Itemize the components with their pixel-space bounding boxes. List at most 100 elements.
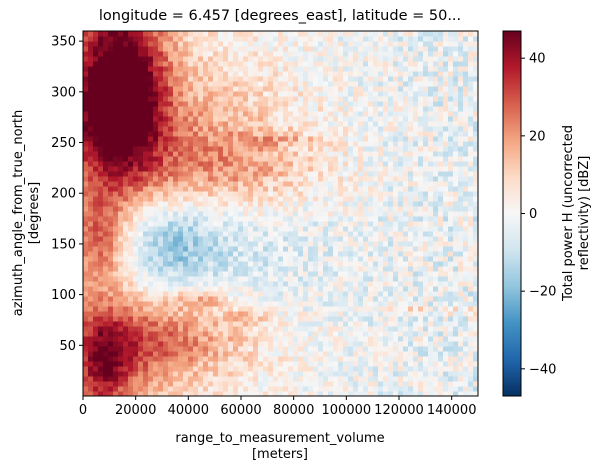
heatmap-cell [383, 96, 389, 102]
heatmap-cell [153, 256, 159, 262]
heatmap-cell [338, 381, 344, 387]
heatmap-cell [393, 261, 399, 267]
heatmap-cell [368, 126, 374, 132]
heatmap-cell [233, 156, 239, 162]
heatmap-cell [253, 126, 259, 132]
heatmap-cell [458, 381, 464, 387]
heatmap-cell [208, 81, 214, 87]
heatmap-cell [188, 281, 194, 287]
heatmap-cell [93, 341, 99, 347]
heatmap-cell [373, 231, 379, 237]
heatmap-cell [193, 241, 199, 247]
heatmap-cell [128, 176, 134, 182]
heatmap-cell [378, 91, 384, 97]
heatmap-cell [318, 146, 324, 152]
heatmap-cell [418, 266, 424, 272]
heatmap-cell [303, 191, 309, 197]
heatmap-cell [183, 231, 189, 237]
heatmap-cell [363, 261, 369, 267]
heatmap-cell [213, 366, 219, 372]
heatmap-cell [123, 276, 129, 282]
heatmap-cell [118, 351, 124, 357]
heatmap-cell [333, 346, 339, 352]
heatmap-cell [468, 126, 474, 132]
heatmap-cell [383, 366, 389, 372]
heatmap-cell [178, 171, 184, 177]
heatmap-cell [313, 201, 319, 207]
heatmap-cell [293, 151, 299, 157]
heatmap-cell [158, 226, 164, 232]
heatmap-cell [318, 381, 324, 387]
heatmap-cell [278, 216, 284, 222]
heatmap-cell [348, 301, 354, 307]
heatmap-cell [193, 131, 199, 137]
heatmap-cell [338, 301, 344, 307]
heatmap-cell [323, 336, 329, 342]
heatmap-cell [113, 341, 119, 347]
heatmap-cell [198, 351, 204, 357]
heatmap-cell [363, 136, 369, 142]
heatmap-cell [113, 261, 119, 267]
heatmap-cell [198, 151, 204, 157]
heatmap-cell [343, 271, 349, 277]
heatmap-cell [213, 321, 219, 327]
heatmap-cell [118, 271, 124, 277]
heatmap-cell [338, 136, 344, 142]
heatmap-cell [373, 131, 379, 137]
heatmap-cell [318, 331, 324, 337]
heatmap-cell [243, 136, 249, 142]
heatmap-cell [443, 226, 449, 232]
heatmap-cell [413, 191, 419, 197]
heatmap-cell [358, 306, 364, 312]
heatmap-cell [183, 181, 189, 187]
heatmap-cell [433, 136, 439, 142]
heatmap-cell [283, 296, 289, 302]
heatmap-cell [193, 286, 199, 292]
heatmap-cell [203, 261, 209, 267]
heatmap-cell [178, 151, 184, 157]
heatmap-cell [418, 286, 424, 292]
heatmap-cell [308, 211, 314, 217]
heatmap-cell [108, 136, 114, 142]
heatmap-cell [433, 226, 439, 232]
heatmap-cell [398, 291, 404, 297]
heatmap-cell [148, 96, 154, 102]
heatmap-cell [368, 191, 374, 197]
heatmap-cell [188, 106, 194, 112]
heatmap-cell [263, 246, 269, 252]
heatmap-cell [213, 201, 219, 207]
heatmap-cell [93, 306, 99, 312]
heatmap-cell [88, 361, 94, 367]
heatmap-cell [458, 311, 464, 317]
heatmap-cell [258, 376, 264, 382]
heatmap-cell [428, 306, 434, 312]
heatmap-cell [388, 351, 394, 357]
heatmap-cell [393, 221, 399, 227]
heatmap-cell [473, 116, 478, 122]
heatmap-cell [448, 236, 454, 242]
heatmap-cell [213, 216, 219, 222]
heatmap-cell [428, 181, 434, 187]
heatmap-cell [333, 211, 339, 217]
heatmap-cell [208, 236, 214, 242]
heatmap-cell [188, 386, 194, 392]
heatmap-cell [328, 301, 334, 307]
heatmap-cell [228, 196, 234, 202]
heatmap-cell [223, 326, 229, 332]
heatmap-cell [268, 386, 274, 392]
heatmap-cell [468, 371, 474, 377]
heatmap-cell [348, 221, 354, 227]
heatmap-cell [283, 91, 289, 97]
heatmap-cell [158, 356, 164, 362]
heatmap-cell [88, 181, 94, 187]
heatmap-cell [423, 136, 429, 142]
heatmap-cell [373, 291, 379, 297]
heatmap-cell [158, 326, 164, 332]
heatmap-cell [198, 126, 204, 132]
heatmap-cell [293, 211, 299, 217]
heatmap-cell [113, 296, 119, 302]
heatmap-cell [338, 86, 344, 92]
heatmap-cell [393, 281, 399, 287]
heatmap-cell [283, 96, 289, 102]
heatmap-cell [423, 131, 429, 137]
